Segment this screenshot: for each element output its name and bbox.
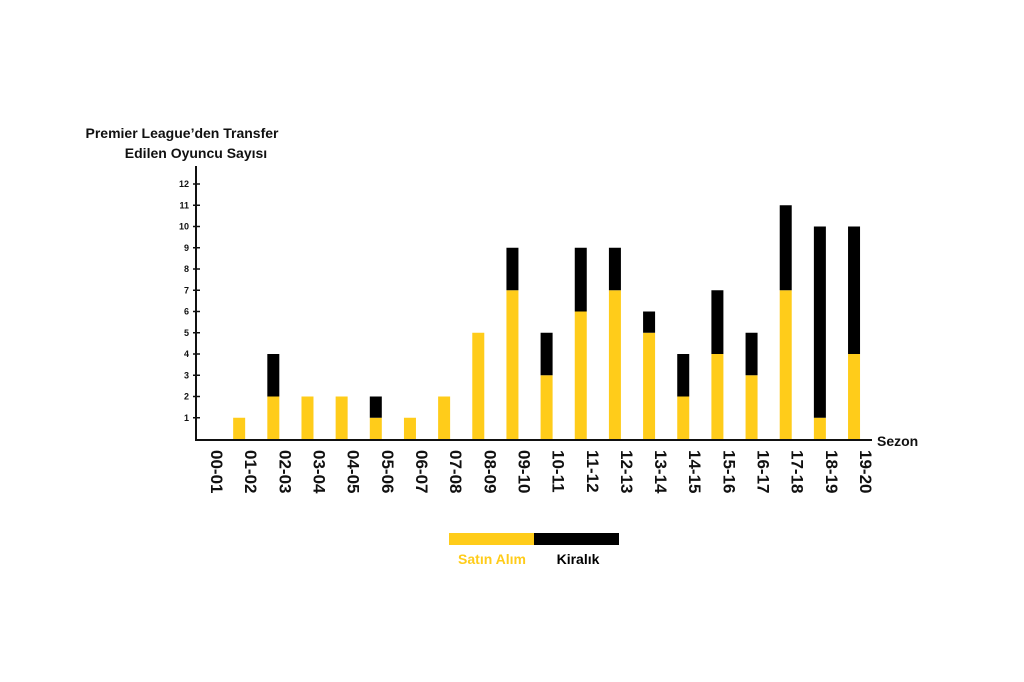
bar-satin-alim-18-19 [813,417,826,439]
y-tick-label: 1 [184,413,189,423]
bar-kiralik-15-16 [711,290,724,354]
bar-satin-alim-03-04 [301,396,314,439]
x-tick-label: 04-05 [344,450,363,493]
legend: Satın Alım Kiralık [449,533,619,567]
x-tick-label: 00-01 [207,450,226,493]
bar-satin-alim-19-20 [848,354,861,439]
bar-satin-alim-14-15 [677,396,690,439]
x-tick-label: 18-19 [822,450,841,493]
y-tick-label: 4 [184,349,189,359]
x-tick-label: 10-11 [549,450,568,493]
bar-kiralik-09-10 [506,247,519,291]
bar-kiralik-02-03 [267,354,280,397]
bar-satin-alim-10-11 [540,375,553,439]
y-tick-label: 5 [184,328,189,338]
y-tick-label: 2 [184,392,189,402]
x-tick-label: 14-15 [685,450,704,493]
bar-satin-alim-04-05 [335,396,348,439]
x-tick-label: 15-16 [719,450,738,493]
bar-satin-alim-01-02 [233,417,246,439]
x-tick-label: 01-02 [241,450,260,493]
y-tick-label: 12 [179,179,189,189]
x-tick-label: 11-12 [583,450,602,493]
legend-swatch-satin-alim [449,533,534,545]
bar-satin-alim-08-09 [472,332,485,439]
bar-satin-alim-05-06 [369,417,382,439]
y-tick-label: 6 [184,307,189,317]
bar-satin-alim-12-13 [608,290,621,439]
x-tick-label: 05-06 [378,450,397,493]
x-tick-label: 16-17 [754,450,773,493]
y-tick-label: 10 [179,222,189,232]
bar-kiralik-13-14 [643,311,656,333]
y-tick-label: 7 [184,285,189,295]
bar-satin-alim-16-17 [745,375,758,439]
bar-satin-alim-11-12 [574,311,587,439]
bar-satin-alim-15-16 [711,354,724,439]
chart-title-line-1: Premier League’den Transfer [86,125,280,141]
bar-kiralik-18-19 [813,226,826,418]
bar-kiralik-12-13 [608,247,621,291]
x-tick-label: 19-20 [856,450,875,493]
bar-satin-alim-06-07 [403,417,416,439]
bar-satin-alim-07-08 [438,396,451,439]
y-tick-label: 9 [184,243,189,253]
bar-satin-alim-09-10 [506,290,519,439]
y-tick-label: 11 [179,200,189,210]
bar-satin-alim-17-18 [779,290,792,439]
bar-kiralik-16-17 [745,332,758,376]
x-tick-label: 17-18 [788,450,807,493]
x-tick-label: 03-04 [309,450,328,494]
bar-kiralik-10-11 [540,332,553,376]
bar-satin-alim-13-14 [643,332,656,439]
chart-title-line-2: Edilen Oyuncu Sayısı [125,145,267,161]
x-axis-label: Sezon [877,433,918,449]
y-tick-label: 3 [184,370,189,380]
y-tick-label: 8 [184,264,189,274]
legend-label-kiralik: Kiralık [557,551,600,567]
x-tick-label: 08-09 [480,450,499,493]
bar-kiralik-11-12 [574,247,587,312]
bar-satin-alim-02-03 [267,396,280,439]
legend-label-satin-alim: Satın Alım [458,551,526,567]
bar-kiralik-05-06 [369,396,382,418]
x-tick-label: 02-03 [275,450,294,493]
x-tick-label: 12-13 [617,450,636,493]
x-tick-label: 07-08 [446,450,465,493]
x-tick-label: 13-14 [651,450,670,494]
legend-swatch-kiralik [534,533,619,545]
x-tick-label: 09-10 [514,450,533,493]
bar-kiralik-14-15 [677,354,690,397]
bar-kiralik-17-18 [779,205,792,291]
x-tick-label: 06-07 [412,450,431,493]
bar-kiralik-19-20 [848,226,861,354]
